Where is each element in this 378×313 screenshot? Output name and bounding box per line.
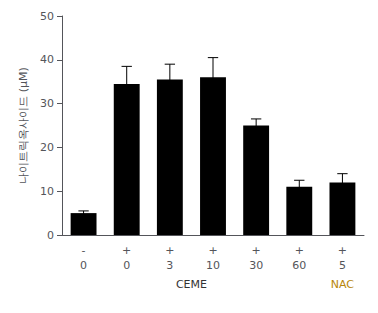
svg-text:0: 0 bbox=[123, 259, 130, 272]
svg-text:30: 30 bbox=[249, 259, 263, 272]
svg-text:+: + bbox=[252, 244, 261, 257]
svg-text:30: 30 bbox=[40, 97, 54, 110]
svg-text:CEME: CEME bbox=[176, 278, 207, 291]
svg-text:+: + bbox=[165, 244, 174, 257]
svg-text:0: 0 bbox=[80, 259, 87, 272]
svg-text:0: 0 bbox=[47, 229, 54, 242]
svg-text:+: + bbox=[208, 244, 217, 257]
svg-text:+: + bbox=[338, 244, 347, 257]
svg-text:20: 20 bbox=[40, 141, 54, 154]
svg-text:-: - bbox=[82, 244, 86, 257]
svg-text:나이트릭옥사이드 (μM): 나이트릭옥사이드 (μM) bbox=[17, 67, 30, 184]
svg-text:10: 10 bbox=[206, 259, 220, 272]
svg-text:40: 40 bbox=[40, 53, 54, 66]
svg-text:60: 60 bbox=[292, 259, 306, 272]
svg-text:50: 50 bbox=[40, 10, 54, 23]
svg-text:10: 10 bbox=[40, 185, 54, 198]
svg-text:+: + bbox=[295, 244, 304, 257]
svg-text:+: + bbox=[122, 244, 131, 257]
svg-text:NAC: NAC bbox=[331, 278, 355, 291]
svg-text:3: 3 bbox=[166, 259, 173, 272]
svg-text:5: 5 bbox=[339, 259, 346, 272]
